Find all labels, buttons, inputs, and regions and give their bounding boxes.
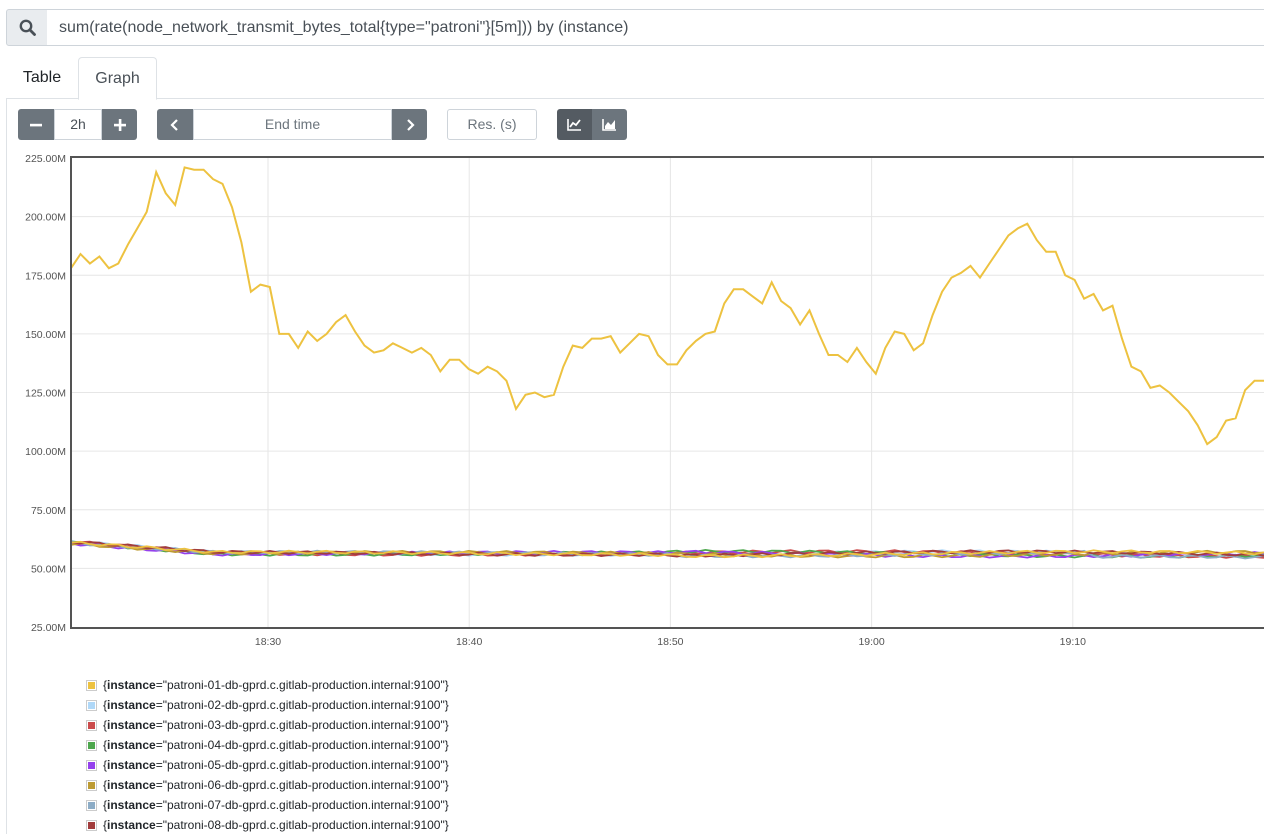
decrease-range-button[interactable] <box>18 109 54 140</box>
x-tick-label: 18:30 <box>255 636 281 648</box>
y-axis-labels: 225.00M 200.00M 175.00M 150.00M 125.00M 100.0… <box>25 153 66 634</box>
previous-time-button[interactable] <box>157 109 193 140</box>
legend-swatch <box>86 780 97 791</box>
x-tick-label: 19:10 <box>1060 636 1086 648</box>
view-tabs: Table Graph <box>6 57 1264 100</box>
series-line <box>70 541 1264 558</box>
x-axis-labels: 18:30 18:40 18:50 19:00 19:10 <box>255 636 1086 648</box>
chevron-left-icon <box>170 118 178 131</box>
y-tick-label: 25.00M <box>31 622 66 634</box>
legend-swatch <box>86 800 97 811</box>
tab-table[interactable]: Table <box>22 69 62 86</box>
series-line <box>70 166 1264 446</box>
tab-graph[interactable]: Graph <box>78 57 157 100</box>
grid-lines <box>71 158 1264 627</box>
x-tick-label: 18:40 <box>456 636 482 648</box>
y-tick-label: 50.00M <box>31 563 66 575</box>
increase-range-button[interactable] <box>102 109 137 140</box>
y-tick-label: 225.00M <box>25 153 66 165</box>
plot-frame <box>70 156 1264 629</box>
legend-label: {instance="patroni-03-db-gprd.c.gitlab-p… <box>103 718 449 732</box>
stacked-graph-button[interactable] <box>592 109 627 140</box>
series-lines <box>70 166 1264 560</box>
legend-label: {instance="patroni-06-db-gprd.c.gitlab-p… <box>103 778 449 792</box>
tabs-divider <box>6 98 1264 99</box>
legend-label: {instance="patroni-05-db-gprd.c.gitlab-p… <box>103 758 449 772</box>
chevron-right-icon <box>406 118 415 131</box>
legend-label: {instance="patroni-01-db-gprd.c.gitlab-p… <box>103 678 449 692</box>
legend-label: {instance="patroni-07-db-gprd.c.gitlab-p… <box>103 798 449 812</box>
legend-swatch <box>86 820 97 831</box>
y-tick-label: 75.00M <box>31 505 66 517</box>
y-tick-label: 175.00M <box>25 270 66 282</box>
resolution-input[interactable]: Res. (s) <box>447 109 537 140</box>
legend-swatch <box>86 740 97 751</box>
expression-input[interactable] <box>47 9 1264 46</box>
series-line <box>70 540 1264 559</box>
graph-panel: 2h End time Res. (s) <box>6 98 1264 834</box>
x-tick-label: 19:00 <box>858 636 884 648</box>
minus-icon <box>30 123 42 126</box>
legend-label: {instance="patroni-02-db-gprd.c.gitlab-p… <box>103 698 449 712</box>
legend-swatch <box>86 720 97 731</box>
graph-chart[interactable]: 225.00M 200.00M 175.00M 150.00M 125.00M 100.0… <box>0 0 1264 660</box>
legend-swatch <box>86 760 97 771</box>
x-tick-label: 18:50 <box>657 636 683 648</box>
y-tick-label: 200.00M <box>25 212 66 224</box>
plus-icon <box>113 118 126 131</box>
series-line <box>70 540 1264 559</box>
legend-swatch <box>86 700 97 711</box>
range-input[interactable]: 2h <box>54 109 102 140</box>
end-time-input[interactable]: End time <box>193 109 392 140</box>
legend-label: {instance="patroni-08-db-gprd.c.gitlab-p… <box>103 818 449 832</box>
expression-bar <box>6 9 1264 46</box>
area-chart-icon <box>602 119 616 131</box>
y-tick-label: 100.00M <box>25 446 66 458</box>
search-icon <box>6 9 49 46</box>
next-time-button[interactable] <box>392 109 427 140</box>
legend-label: {instance="patroni-04-db-gprd.c.gitlab-p… <box>103 738 449 752</box>
y-tick-label: 125.00M <box>25 388 66 400</box>
line-chart-icon <box>567 119 581 131</box>
y-tick-label: 150.00M <box>25 329 66 341</box>
legend-swatch <box>86 680 97 691</box>
unstacked-graph-button[interactable] <box>557 109 592 140</box>
